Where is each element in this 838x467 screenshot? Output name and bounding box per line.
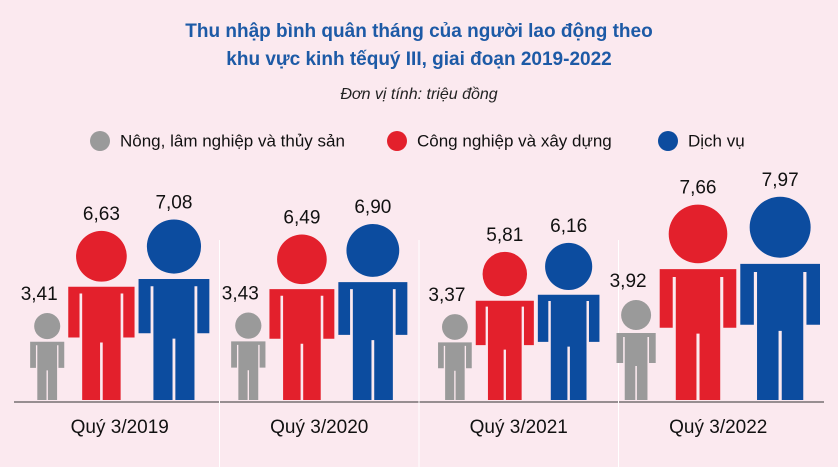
person-icon (740, 196, 820, 400)
value-label: 6,16 (550, 216, 587, 237)
person-icon (138, 219, 210, 400)
value-label: 7,08 (155, 192, 192, 213)
value-label: 6,90 (354, 197, 391, 218)
person-icon (269, 234, 335, 400)
value-label: 7,97 (762, 170, 799, 191)
x-tick-label: Quý 3/2021 (470, 417, 568, 438)
value-label: 3,92 (610, 271, 647, 292)
legend-marker (387, 131, 407, 151)
legend-label: Nông, lâm nghiệp và thủy sản (120, 131, 345, 150)
legend-marker (658, 131, 678, 151)
value-label: 6,63 (83, 204, 120, 225)
value-label: 7,66 (680, 178, 717, 199)
chart-subtitle: Đơn vị tính: triệu đồng (340, 86, 498, 103)
person-icon (616, 300, 656, 400)
person-icon (338, 224, 408, 400)
value-label: 3,41 (21, 284, 58, 305)
person-icon (231, 312, 266, 400)
legend-marker (90, 131, 110, 151)
chart-title: Thu nhập bình quân tháng của người lao đ… (185, 21, 653, 70)
person-icon (30, 313, 65, 400)
legend-label: Dịch vụ (688, 131, 745, 150)
value-label: 5,81 (486, 225, 523, 246)
person-icon (537, 242, 600, 400)
legend-label: Công nghiệp và xây dựng (417, 131, 612, 150)
x-tick-label: Quý 3/2020 (270, 417, 368, 438)
person-icon (438, 314, 472, 400)
person-icon (68, 230, 135, 400)
x-tick-label: Quý 3/2019 (71, 417, 169, 438)
x-tick-label: Quý 3/2022 (669, 417, 767, 438)
person-icon (475, 251, 534, 400)
value-label: 3,43 (222, 284, 259, 305)
value-label: 3,37 (428, 285, 465, 306)
value-label: 6,49 (283, 208, 320, 229)
person-icon (659, 204, 737, 400)
